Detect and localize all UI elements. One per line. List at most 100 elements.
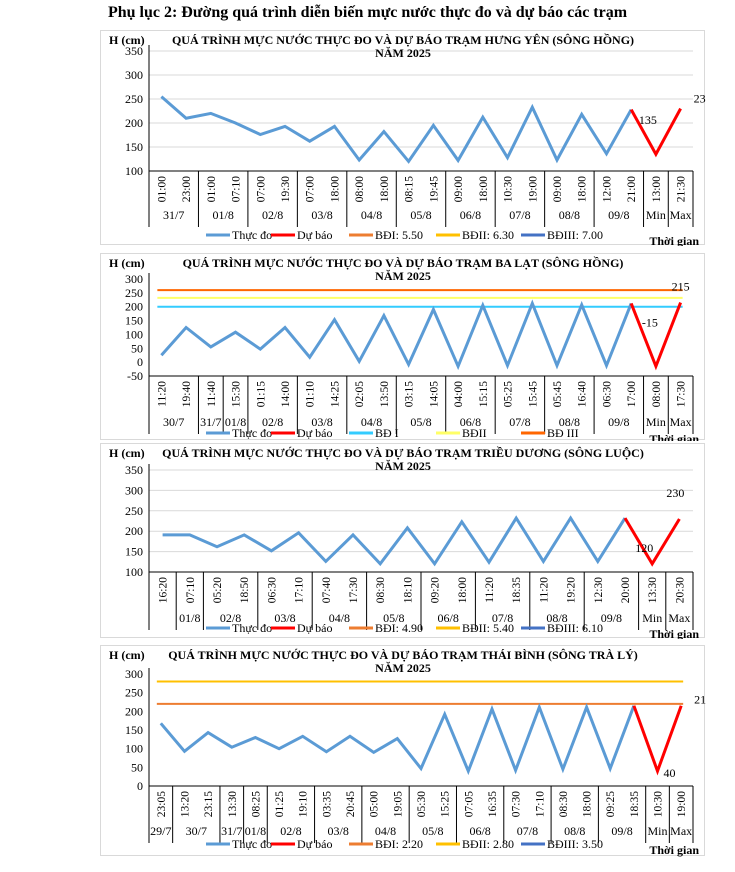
data-label: 135 (639, 113, 657, 127)
x-time-label: 12:00 (601, 176, 613, 202)
x-time-label: 07:40 (321, 577, 333, 603)
x-date-label: Min (642, 611, 662, 625)
x-time-label: 15:25 (440, 791, 452, 817)
x-time-label: 14:05 (428, 381, 440, 407)
data-label: 215 (694, 693, 706, 707)
x-date-label: 05/8 (410, 208, 431, 222)
x-date-label: 04/8 (329, 611, 350, 625)
y-tick-label: 300 (125, 483, 143, 497)
x-date-label: 04/8 (361, 208, 382, 222)
x-date-label: 29/7 (150, 824, 171, 838)
series-line-measured (159, 702, 636, 776)
x-time-label: 01:25 (274, 791, 286, 817)
x-date-label: 01/8 (225, 415, 246, 429)
chart-subtitle: NĂM 2025 (375, 459, 431, 473)
x-date-label: 03/8 (311, 208, 332, 222)
chart-title: QUÁ TRÌNH MỰC NƯỚC THỰC ĐO VÀ DỰ BÁO TRẠ… (172, 32, 634, 47)
legend-label: Dự báo (297, 426, 333, 440)
x-time-label: 20:45 (345, 791, 357, 817)
x-time-label: 12:30 (593, 577, 605, 603)
x-time-label: 01:00 (206, 176, 218, 202)
x-date-label: 06/8 (469, 824, 490, 838)
series-line-measured (162, 515, 627, 567)
x-date-label: 09/8 (611, 824, 632, 838)
x-axis-label: Thời gian (649, 843, 699, 857)
y-axis-label: H (cm) (109, 446, 145, 460)
legend-label: BĐII: 5.40 (462, 621, 514, 635)
y-tick-label: 150 (125, 314, 143, 328)
legend-label: BĐI: 5.50 (375, 228, 423, 242)
x-date-label: 09/8 (608, 415, 629, 429)
chart-ba-lat: -50 0 50 100 150 200 250 300 H (cm) QUÁ TRÌNH MỰC… (100, 253, 705, 441)
chart-hung-yen: 100 150 200 250 300 350 H (cm) QUÁ TRÌNH MỰC NƯ… (100, 30, 706, 246)
x-time-label: 07:10 (231, 176, 243, 202)
x-date-label: 05/8 (383, 611, 404, 625)
y-axis-label: H (cm) (109, 33, 145, 47)
x-time-label: 16:20 (158, 577, 170, 603)
y-tick-label: 250 (125, 286, 143, 300)
x-date-label: 02/8 (280, 824, 301, 838)
x-time-label: 01:10 (305, 381, 317, 407)
x-date-label: 01/8 (213, 208, 234, 222)
x-time-label: 11:20 (484, 577, 496, 603)
y-axis-label: H (cm) (109, 256, 145, 270)
series-line-measured (160, 299, 633, 371)
x-date-label: 01/8 (245, 824, 266, 838)
x-date-label: 31/7 (200, 415, 221, 429)
x-time-label: 09:20 (430, 577, 442, 603)
legend-label: Thực đo (232, 426, 272, 440)
x-time-label: 05:00 (369, 791, 381, 817)
x-time-label: 23:15 (203, 791, 215, 817)
x-time-label: 19:20 (566, 577, 578, 603)
x-time-label: 20:00 (620, 577, 632, 603)
y-tick-label: 100 (125, 327, 143, 341)
x-time-label: 08:00 (651, 381, 663, 407)
x-date-label: Max (670, 824, 692, 838)
x-time-label: 19:05 (392, 791, 404, 817)
chart-svg: 100 150 200 250 300 350 H (cm) QUÁ TRÌNH MỰC NƯ… (109, 445, 699, 639)
x-date-label: Max (670, 415, 692, 429)
legend-label: BĐII: 6.30 (462, 228, 514, 242)
legend-label: Thực đo (232, 621, 272, 635)
legend-label: BĐI: 2.20 (375, 837, 423, 851)
x-time-label: 19:40 (181, 381, 193, 407)
chart-title: QUÁ TRÌNH MỰC NƯỚC THỰC ĐO VÀ DỰ BÁO TRẠ… (168, 648, 638, 662)
y-tick-label: 200 (125, 116, 143, 130)
y-tick-label: 0 (137, 779, 143, 793)
y-tick-label: -50 (127, 369, 143, 383)
chart-svg: 0 50 100 150 200 250 300 H (cm) QUÁ TRÌNH MỰC NƯ… (109, 648, 706, 857)
x-time-label: 13:30 (647, 577, 659, 603)
x-date-label: 31/7 (221, 824, 242, 838)
x-time-label: 18:00 (329, 176, 341, 202)
x-date-label: 08/8 (564, 824, 585, 838)
x-time-label: 18:35 (511, 577, 523, 603)
x-axis-label: Thời gian (649, 234, 699, 246)
legend-label: BĐ III (547, 426, 579, 440)
data-label: 120 (635, 541, 653, 555)
x-time-label: 05:25 (503, 381, 515, 407)
x-time-label: 01:00 (156, 176, 168, 202)
x-date-label: 02/8 (262, 415, 283, 429)
x-time-label: 11:20 (156, 381, 168, 407)
y-tick-label: 100 (125, 742, 143, 756)
chart-subtitle: NĂM 2025 (375, 46, 431, 60)
x-date-label: 08/8 (546, 611, 567, 625)
series-line-forecast (632, 705, 683, 776)
y-tick-label: 250 (125, 504, 143, 518)
y-tick-label: 200 (125, 524, 143, 538)
legend-label: Dự báo (297, 837, 333, 851)
y-tick-label: 100 (125, 164, 143, 178)
x-date-label: 30/7 (186, 824, 207, 838)
x-time-label: 07:10 (185, 577, 197, 603)
data-label: -15 (642, 315, 658, 329)
y-tick-label: 150 (125, 723, 143, 737)
x-time-label: 09:25 (605, 791, 617, 817)
x-time-label: 17:30 (676, 381, 688, 407)
x-date-label: 30/7 (163, 415, 184, 429)
x-time-label: 05:20 (212, 577, 224, 603)
x-time-label: 05:45 (552, 381, 564, 407)
x-time-label: 08:15 (404, 176, 416, 202)
x-time-label: 10:30 (503, 176, 515, 202)
chart-title: QUÁ TRÌNH MỰC NƯỚC THỰC ĐO VÀ DỰ BÁO TRẠ… (183, 255, 624, 270)
y-tick-label: 50 (131, 341, 143, 355)
